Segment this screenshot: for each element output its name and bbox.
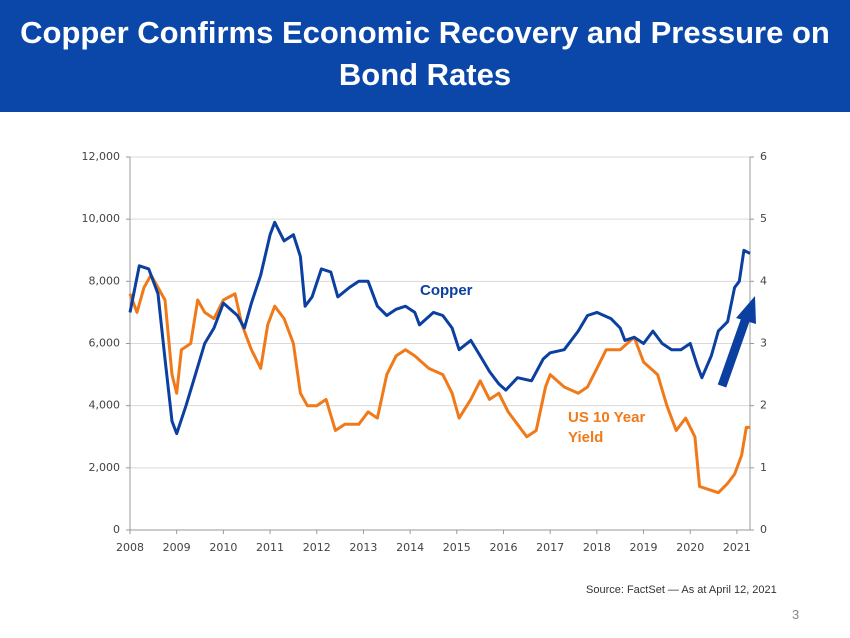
y2-tick-label: 4 <box>760 274 767 287</box>
page-number: 3 <box>792 607 800 622</box>
x-tick-label: 2013 <box>349 541 377 554</box>
y-tick-label: 0 <box>113 523 120 536</box>
y2-tick-label: 5 <box>760 212 767 225</box>
x-tick-label: 2010 <box>209 541 237 554</box>
x-tick-label: 2012 <box>303 541 331 554</box>
y2-tick-label: 3 <box>760 337 767 350</box>
y-tick-label: 10,000 <box>82 212 121 225</box>
y-tick-label: 6,000 <box>89 337 121 350</box>
series-label: US 10 Year Yield <box>568 409 646 446</box>
x-tick-label: 2018 <box>583 541 611 554</box>
x-tick-label: 2016 <box>489 541 517 554</box>
x-tick-label: 2015 <box>443 541 471 554</box>
y2-tick-label: 6 <box>760 150 767 163</box>
y-tick-label: 4,000 <box>89 399 121 412</box>
x-tick-label: 2017 <box>536 541 564 554</box>
x-tick-label: 2020 <box>676 541 704 554</box>
trend-arrow <box>717 296 756 388</box>
y2-tick-label: 2 <box>760 399 767 412</box>
x-tick-label: 2014 <box>396 541 424 554</box>
series-line <box>128 273 750 495</box>
x-tick-label: 2009 <box>163 541 191 554</box>
slide-title: Copper Confirms Economic Recovery and Pr… <box>20 15 830 92</box>
y2-tick-label: 0 <box>760 523 767 536</box>
x-tick-label: 2008 <box>116 541 144 554</box>
y2-tick-label: 1 <box>760 461 767 474</box>
x-tick-label: 2019 <box>630 541 658 554</box>
plot-area: 0 2,000 4,000 6,000 8,000 10,000 12,000 0 1 2 3 4 5 6… <box>82 150 768 554</box>
x-tick-label: 2011 <box>256 541 284 554</box>
y-tick-label: 2,000 <box>89 461 121 474</box>
header-band <box>0 0 850 112</box>
y-tick-label: 12,000 <box>82 150 121 163</box>
series-line <box>128 220 751 436</box>
y-tick-label: 8,000 <box>89 274 121 287</box>
series-label: Copper <box>420 282 473 299</box>
source-note: Source: FactSet — As at April 12, 2021 <box>586 584 777 596</box>
x-tick-label: 2021 <box>723 541 751 554</box>
